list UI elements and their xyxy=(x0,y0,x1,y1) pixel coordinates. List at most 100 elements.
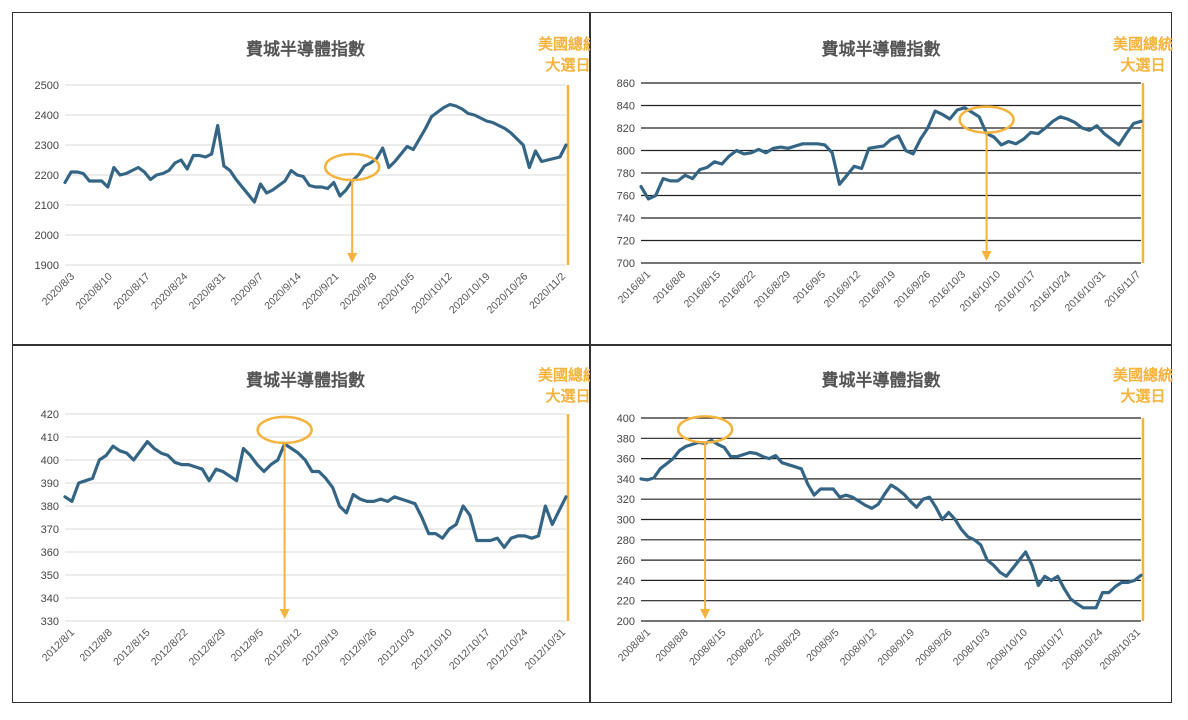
chart-2012: 費城半導體指數 330 340 350 360 370 380 390 400 410 420 201… xyxy=(40,366,591,673)
x-tick-label: 2012/8/29 xyxy=(187,627,229,669)
election-label-line2: 大選日 xyxy=(545,387,590,405)
y-tick-label: 820 xyxy=(617,123,635,135)
x-tick-label: 2020/8/31 xyxy=(187,271,229,313)
chart-2008: 費城半導體指數 200 220 240 260 280 300 320 340 360 380 400… xyxy=(616,366,1173,673)
election-label-line1: 美國總統 xyxy=(1113,366,1173,384)
x-tick-label: 2008/9/26 xyxy=(913,627,955,669)
y-tick-label: 2000 xyxy=(35,230,59,242)
x-tick-label: 2012/9/26 xyxy=(338,627,380,669)
y-tick-label: 410 xyxy=(41,432,59,444)
series-line xyxy=(639,106,1143,201)
y-tick-label: 760 xyxy=(617,191,635,203)
y-tick-label: 380 xyxy=(617,433,635,445)
y-tick-label: 2500 xyxy=(35,80,59,92)
y-tick-label: 800 xyxy=(617,146,635,158)
election-label-line1: 美國總統 xyxy=(538,35,591,53)
y-tick-label: 390 xyxy=(41,478,59,490)
chart-title: 費城半導體指數 xyxy=(246,39,365,60)
x-tick-label: 2016/8/29 xyxy=(752,269,794,311)
x-tick-label: 2008/9/19 xyxy=(875,627,917,669)
chart-panel-2008: 費城半導體指數 200 220 240 260 280 300 320 340 360 380 400… xyxy=(590,345,1173,703)
highlight-arrow-head xyxy=(700,609,711,619)
x-tick-label: 2020/9/7 xyxy=(229,271,266,308)
series-line xyxy=(63,440,568,549)
y-tick-label: 330 xyxy=(41,616,59,628)
highlight-ellipse xyxy=(256,415,313,445)
x-tick-label: 2008/9/5 xyxy=(804,627,841,664)
chart-title: 費城半導體指數 xyxy=(822,370,941,391)
y-tick-label: 320 xyxy=(617,494,635,506)
x-tick-label: 2008/10/31 xyxy=(1097,627,1143,673)
y-tick-label: 260 xyxy=(617,555,635,567)
y-tick-label: 400 xyxy=(617,413,635,425)
chart-panel-2016: 費城半導體指數 700 720 740 760 780 800 820 840 860 2016/8… xyxy=(590,12,1173,345)
x-tick-label: 2012/10/31 xyxy=(522,627,568,673)
x-tick-label: 2008/8/1 xyxy=(616,627,653,664)
y-tick-label: 400 xyxy=(41,455,59,467)
x-tick-label: 2008/9/12 xyxy=(838,627,880,669)
highlight-arrow-head xyxy=(347,253,358,263)
y-tick-label: 360 xyxy=(617,454,635,466)
y-tick-label: 2300 xyxy=(35,140,59,152)
x-tick-label: 2020/9/14 xyxy=(262,271,304,313)
y-gridlines xyxy=(65,413,566,622)
x-tick-label: 2016/8/15 xyxy=(682,269,724,311)
highlight-arrow-head xyxy=(279,609,290,619)
x-tick-label: 2020/11/2 xyxy=(527,271,568,312)
y-tick-label: 380 xyxy=(41,501,59,513)
y-tick-label: 2400 xyxy=(35,110,59,122)
chart-panel-2020: 費城半導體指數 1900 2000 2100 2200 2300 2400 2500 2020/… xyxy=(12,12,591,345)
x-tick-label: 2012/9/12 xyxy=(262,627,304,669)
x-tick-label: 2020/8/3 xyxy=(40,271,77,308)
y-tick-label: 300 xyxy=(617,515,635,527)
chart-panel-2012: 費城半導體指數 330 340 350 360 370 380 390 400 410 420 201… xyxy=(12,345,591,703)
highlight-ellipse xyxy=(676,415,734,444)
x-tick-label: 2016/8/22 xyxy=(717,269,759,311)
y-tick-label: 240 xyxy=(617,575,635,587)
y-tick-label: 280 xyxy=(617,535,635,547)
y-tick-label: 200 xyxy=(617,616,635,628)
y-tick-label: 860 xyxy=(617,78,635,90)
election-label-line2: 大選日 xyxy=(1120,387,1165,405)
x-tick-label: 2008/8/8 xyxy=(653,627,690,664)
y-tick-label: 840 xyxy=(617,101,635,113)
y-tick-label: 370 xyxy=(41,524,59,536)
highlight-ellipse xyxy=(323,152,381,182)
election-label-line2: 大選日 xyxy=(545,56,590,74)
x-tick-label: 2012/8/15 xyxy=(111,627,153,669)
y-gridlines xyxy=(65,84,566,266)
y-tick-label: 1900 xyxy=(35,260,59,272)
x-tick-label: 2008/8/22 xyxy=(725,627,767,669)
y-tick-label: 2200 xyxy=(35,170,59,182)
x-tick-label: 2016/11/7 xyxy=(1102,269,1143,310)
x-tick-label: 2020/8/24 xyxy=(149,271,191,313)
y-tick-label: 340 xyxy=(41,593,59,605)
x-tick-label: 2016/8/1 xyxy=(616,269,653,306)
chart-2020: 費城半導體指數 1900 2000 2100 2200 2300 2400 2500 2020/… xyxy=(35,35,591,317)
x-tick-label: 2016/9/12 xyxy=(822,269,864,311)
chart-2016: 費城半導體指數 700 720 740 760 780 800 820 840 860 2016/8… xyxy=(616,35,1173,314)
y-tick-label: 700 xyxy=(617,258,635,270)
x-tick-label: 2020/10/26 xyxy=(485,271,531,317)
chart-title: 費城半導體指數 xyxy=(822,39,941,60)
chart-title: 費城半導體指數 xyxy=(246,370,365,391)
y-tick-label: 360 xyxy=(41,547,59,559)
x-tick-label: 2012/9/5 xyxy=(229,627,266,664)
x-tick-label: 2012/8/8 xyxy=(78,627,115,664)
x-tick-label: 2012/9/19 xyxy=(300,627,342,669)
y-tick-label: 420 xyxy=(41,409,59,421)
y-tick-label: 780 xyxy=(617,168,635,180)
x-tick-label: 2008/8/15 xyxy=(687,627,729,669)
y-gridlines xyxy=(641,82,1141,264)
election-label-line1: 美國總統 xyxy=(538,366,591,384)
x-tick-label: 2012/8/22 xyxy=(149,627,191,669)
x-tick-label: 2008/8/29 xyxy=(762,627,804,669)
highlight-ellipse xyxy=(958,105,1015,134)
series-line xyxy=(639,438,1143,610)
series-line xyxy=(63,102,568,204)
election-label-line1: 美國總統 xyxy=(1113,35,1173,53)
highlight-arrow-head xyxy=(981,251,992,261)
y-tick-label: 740 xyxy=(617,213,635,225)
y-tick-label: 350 xyxy=(41,570,59,582)
y-tick-label: 220 xyxy=(617,596,635,608)
